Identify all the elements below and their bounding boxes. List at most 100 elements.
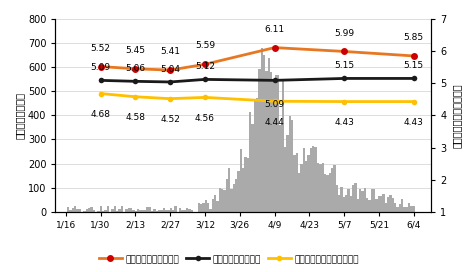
Bar	[158, 210, 160, 212]
Bar	[258, 69, 260, 212]
Text: 5.09: 5.09	[90, 63, 110, 72]
Bar	[248, 112, 251, 212]
Bar	[116, 211, 118, 212]
Bar	[107, 206, 109, 212]
Text: 4.56: 4.56	[195, 114, 215, 123]
Bar	[277, 75, 279, 212]
Text: 5.04: 5.04	[160, 65, 180, 74]
Bar	[328, 173, 330, 212]
Bar	[274, 75, 277, 212]
Bar	[246, 158, 248, 212]
Bar	[97, 211, 99, 212]
Bar	[132, 210, 134, 212]
Bar	[269, 72, 272, 212]
Bar	[218, 188, 220, 212]
Bar	[174, 206, 176, 212]
Bar	[298, 173, 300, 212]
Bar	[391, 198, 393, 212]
Bar	[314, 147, 316, 212]
Bar	[141, 209, 144, 212]
Bar	[128, 208, 129, 212]
Bar	[344, 195, 347, 212]
Bar	[104, 210, 107, 212]
Bar	[74, 206, 76, 212]
Bar	[228, 168, 230, 212]
Bar	[349, 196, 351, 212]
Bar	[183, 210, 186, 212]
Bar	[372, 189, 375, 212]
Bar	[412, 206, 414, 212]
Bar	[199, 204, 202, 212]
Bar	[165, 210, 167, 212]
Text: 5.15: 5.15	[333, 61, 354, 70]
Bar	[300, 163, 302, 212]
Bar	[326, 175, 328, 212]
Bar	[358, 190, 360, 212]
Bar	[172, 210, 174, 212]
Bar	[288, 116, 290, 212]
Bar	[216, 200, 218, 212]
Bar	[237, 171, 239, 212]
Bar	[330, 168, 332, 212]
Bar	[284, 147, 286, 212]
Bar	[272, 81, 274, 212]
Bar	[207, 203, 209, 212]
Bar	[281, 79, 284, 212]
Text: 5.15: 5.15	[403, 61, 423, 70]
Bar	[102, 211, 104, 212]
Bar	[178, 208, 181, 212]
Bar	[129, 208, 132, 212]
Bar	[407, 203, 409, 212]
Text: 4.44: 4.44	[264, 118, 284, 127]
Bar	[125, 209, 128, 212]
Bar	[88, 208, 90, 212]
Legend: 新型コロナ・恐ろしさ, 原発事故・恐ろしさ, インフルエンザ・恐ろしさ: 新型コロナ・恐ろしさ, 原発事故・恐ろしさ, インフルエンザ・恐ろしさ	[95, 251, 362, 267]
Bar	[202, 203, 204, 212]
Bar	[370, 190, 372, 212]
Bar	[365, 198, 367, 212]
Bar	[139, 210, 141, 212]
Bar	[220, 188, 223, 212]
Bar	[230, 189, 232, 212]
Bar	[113, 206, 116, 212]
Bar	[71, 208, 74, 212]
Bar	[388, 195, 391, 212]
Text: 5.99: 5.99	[333, 29, 354, 38]
Bar	[393, 203, 396, 212]
Bar	[295, 153, 298, 212]
Bar	[302, 148, 305, 212]
Bar	[379, 196, 381, 212]
Bar	[169, 208, 172, 212]
Bar	[305, 161, 307, 212]
Bar	[384, 203, 386, 212]
Bar	[90, 207, 92, 212]
Bar	[256, 98, 258, 212]
Bar	[197, 203, 199, 212]
Bar	[337, 195, 339, 212]
Bar	[118, 209, 120, 212]
Bar	[120, 206, 123, 212]
Bar	[235, 179, 237, 212]
Bar	[214, 194, 216, 212]
Bar	[69, 210, 71, 212]
Bar	[290, 120, 293, 212]
Bar	[85, 209, 88, 212]
Text: 5.85: 5.85	[403, 33, 423, 42]
Bar	[225, 179, 228, 212]
Bar	[318, 165, 321, 212]
Bar	[76, 209, 79, 212]
Bar	[251, 124, 253, 212]
Bar	[211, 199, 214, 212]
Bar	[396, 207, 398, 212]
Bar	[67, 207, 69, 212]
Bar	[323, 174, 326, 212]
Bar	[263, 55, 265, 212]
Text: 5.06: 5.06	[125, 64, 145, 73]
Bar	[242, 168, 244, 212]
Bar	[311, 146, 314, 212]
Bar	[381, 194, 384, 212]
Bar	[293, 155, 295, 212]
Bar	[99, 206, 102, 212]
Text: 4.58: 4.58	[125, 113, 145, 122]
Bar	[332, 165, 335, 212]
